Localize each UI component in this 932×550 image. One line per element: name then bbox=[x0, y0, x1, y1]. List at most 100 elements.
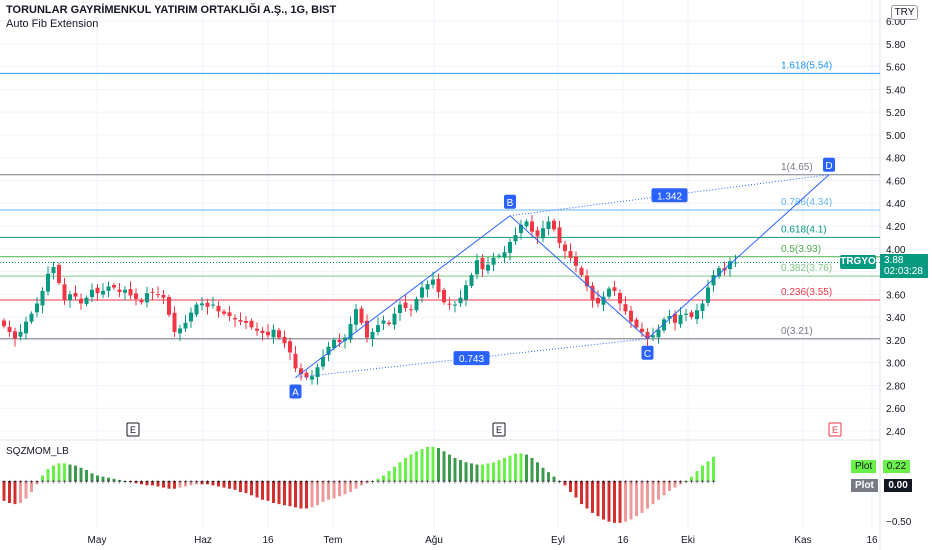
candle-body bbox=[645, 331, 650, 339]
candle-body bbox=[315, 367, 320, 378]
candle-body bbox=[68, 294, 72, 301]
candle-body bbox=[134, 293, 138, 299]
squeeze-dot: + bbox=[667, 479, 671, 486]
candle-body bbox=[145, 293, 149, 303]
squeeze-dot: + bbox=[700, 479, 704, 486]
candle-body bbox=[618, 292, 622, 304]
squeeze-dot: + bbox=[370, 479, 374, 486]
momentum-bar bbox=[151, 481, 154, 486]
momentum-bar bbox=[118, 479, 121, 481]
squeeze-dot: + bbox=[458, 479, 462, 486]
squeeze-dot: + bbox=[260, 479, 264, 486]
squeeze-dot: + bbox=[35, 479, 39, 486]
momentum-bar bbox=[244, 481, 248, 494]
candle-body bbox=[524, 221, 529, 227]
time-tick-label: Eyl bbox=[551, 535, 565, 546]
pivot-badge bbox=[289, 384, 302, 399]
squeeze-dot: + bbox=[403, 479, 407, 486]
squeeze-dot: + bbox=[563, 479, 567, 486]
momentum-bar bbox=[497, 460, 501, 481]
candle-body bbox=[491, 257, 496, 265]
squeeze-dot: + bbox=[678, 479, 682, 486]
momentum-bar bbox=[327, 481, 330, 500]
squeeze-dot: + bbox=[123, 479, 127, 486]
candle-body bbox=[24, 321, 28, 334]
momentum-bar bbox=[404, 457, 407, 481]
price-axis: 6.00 5.80 5.60 5.40 5.20 5.00 4.80 4.60 4.40 4.20… bbox=[886, 17, 912, 528]
price-tick-label: 5.60 bbox=[886, 63, 906, 74]
time-tick-label: 16 bbox=[617, 535, 629, 546]
momentum-bar bbox=[679, 481, 682, 485]
momentum-bar bbox=[8, 481, 11, 503]
candle-body bbox=[46, 273, 50, 292]
squeeze-dot: + bbox=[194, 479, 198, 486]
squeeze-dot: + bbox=[299, 479, 303, 486]
squeeze-dot: + bbox=[90, 479, 94, 486]
fib-label: 1(4.65) bbox=[781, 162, 813, 173]
candle-body bbox=[106, 286, 111, 291]
squeeze-dot: + bbox=[216, 479, 220, 486]
candle-body bbox=[717, 268, 721, 277]
ratio-badge bbox=[453, 351, 490, 366]
squeeze-dot: + bbox=[304, 479, 308, 486]
candle-body bbox=[139, 300, 144, 303]
currency-button[interactable]: TRY bbox=[891, 5, 918, 20]
momentum-bar bbox=[486, 463, 490, 481]
candle-body bbox=[90, 289, 94, 298]
momentum-bar bbox=[79, 467, 83, 481]
candle-body bbox=[282, 336, 287, 344]
candle-body bbox=[376, 325, 380, 332]
candle-body bbox=[414, 298, 419, 311]
plot-value-2: 0.00 bbox=[884, 479, 912, 492]
candle-body bbox=[601, 296, 606, 305]
squeeze-dot: + bbox=[502, 479, 506, 486]
momentum-bar bbox=[332, 481, 336, 499]
momentum-bar bbox=[431, 446, 435, 481]
candle-body bbox=[101, 290, 105, 295]
time-tick-label: Haz bbox=[194, 535, 212, 546]
candle-body bbox=[475, 260, 479, 275]
squeeze-dot: + bbox=[310, 479, 314, 486]
squeeze-dot: + bbox=[513, 479, 517, 486]
momentum-bar bbox=[684, 481, 688, 482]
momentum-bar bbox=[640, 481, 644, 513]
momentum-bar bbox=[596, 481, 600, 517]
squeeze-dot: + bbox=[271, 479, 275, 486]
candle-body bbox=[156, 294, 160, 296]
candle-body bbox=[7, 326, 12, 332]
candle-body bbox=[238, 320, 243, 322]
time-axis: May Haz 16 Tem Ağu Eyl 16 Eki Kas 16 bbox=[88, 535, 878, 546]
squeeze-dot: + bbox=[574, 479, 578, 486]
candle-body bbox=[200, 303, 204, 306]
candle-body bbox=[695, 310, 699, 320]
candle-body bbox=[535, 230, 540, 237]
momentum-bar bbox=[376, 478, 380, 481]
candle-body bbox=[117, 289, 122, 293]
squeeze-dot: + bbox=[689, 479, 693, 486]
candle-body bbox=[233, 318, 237, 320]
momentum-bar bbox=[547, 472, 550, 481]
fib-levels: 1.618(5.54) 1(4.65) 0.786(4.34) 0.618(4.1) 0… bbox=[0, 60, 880, 340]
candle-body bbox=[651, 335, 655, 338]
candle-body bbox=[326, 346, 331, 355]
time-tick-label: 16 bbox=[262, 535, 274, 546]
ratio-label: 0.743 bbox=[459, 354, 484, 365]
event-marker-box bbox=[828, 422, 842, 437]
candle-body bbox=[277, 330, 281, 338]
candle-body bbox=[40, 290, 45, 306]
momentum-bar bbox=[299, 481, 303, 509]
squeeze-dot: + bbox=[354, 479, 358, 486]
pattern-leg bbox=[509, 215, 648, 340]
squeeze-dot: + bbox=[508, 479, 512, 486]
momentum-bar bbox=[459, 460, 462, 481]
candle-body bbox=[469, 274, 474, 286]
momentum-bar bbox=[200, 481, 204, 485]
momentum-bar bbox=[13, 481, 17, 505]
candle-body bbox=[453, 304, 457, 306]
momentum-bar bbox=[442, 451, 446, 481]
squeeze-dot: + bbox=[524, 479, 528, 486]
candle-body bbox=[667, 315, 672, 319]
squeeze-dot: + bbox=[486, 479, 490, 486]
candle-body bbox=[227, 312, 232, 316]
